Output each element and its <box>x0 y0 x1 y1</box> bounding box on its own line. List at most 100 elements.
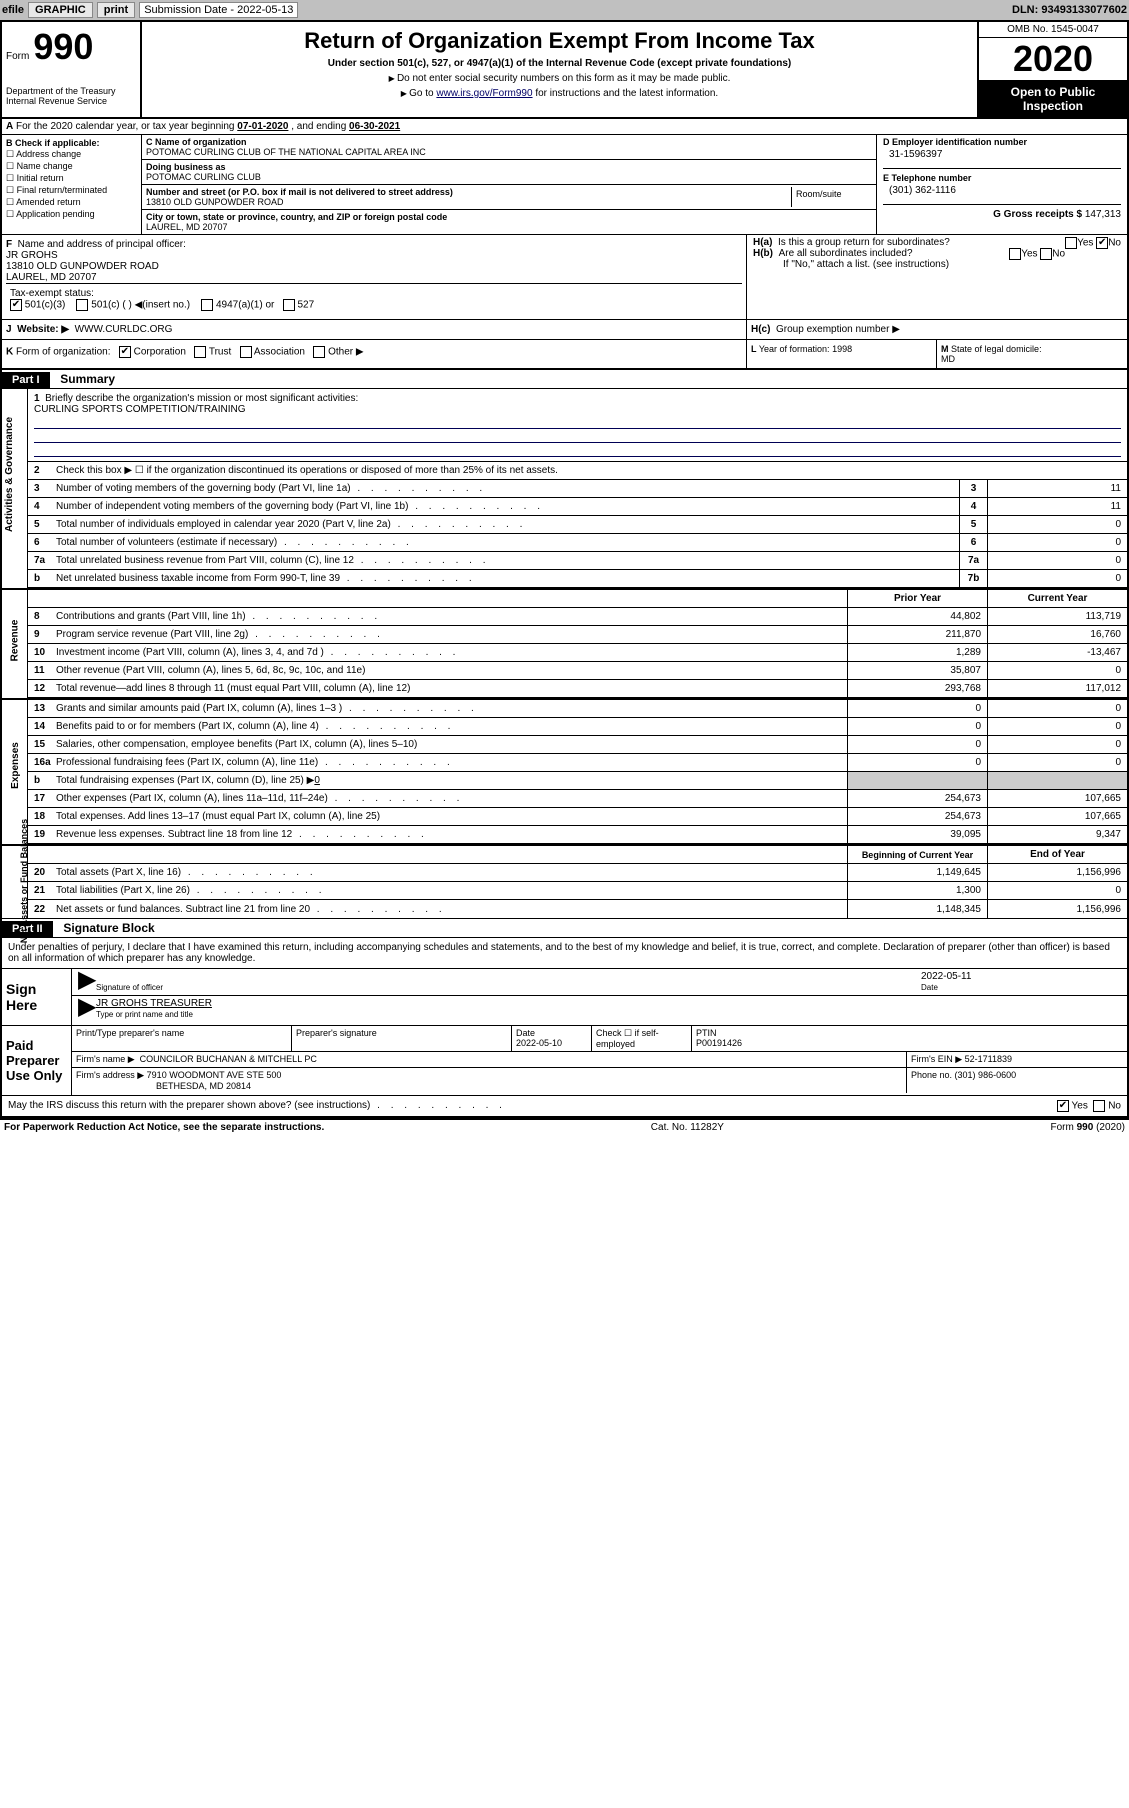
sig-arrow-icon: ▶ <box>78 971 96 993</box>
line18: 18Total expenses. Add lines 13–17 (must … <box>28 808 1127 826</box>
print-button[interactable]: print <box>97 2 135 18</box>
city-cell: City or town, state or province, country… <box>142 210 876 234</box>
tax-year-row: A For the 2020 calendar year, or tax yea… <box>2 119 1127 135</box>
trust-check[interactable] <box>194 346 206 358</box>
line9: 9Program service revenue (Part VIII, lin… <box>28 626 1127 644</box>
501c-check[interactable] <box>76 299 88 311</box>
prior-current-header: Prior YearCurrent Year <box>28 590 1127 608</box>
form-of-org-row: K Form of organization: Corporation Trus… <box>2 340 1127 370</box>
part2-header-row: Part II Signature Block <box>2 919 1127 938</box>
address-change-check[interactable]: Address change <box>6 149 137 160</box>
omb-number: OMB No. 1545-0047 <box>979 22 1127 38</box>
expenses-body: Expenses 13Grants and similar amounts pa… <box>2 700 1127 846</box>
ssn-note: ▶ Do not enter social security numbers o… <box>150 73 969 84</box>
phone-value: (301) 362-1116 <box>883 183 1121 204</box>
sign-here-row: Sign Here ▶ Signature of officer 2022-05… <box>2 968 1127 1025</box>
net-assets-label: Net Assets or Fund Balances <box>2 846 28 918</box>
line7a: 7aTotal unrelated business revenue from … <box>28 552 1127 570</box>
form-990-body: Form 990 Department of the Treasury Inte… <box>0 20 1129 1120</box>
summary-body: Activities & Governance 1 Briefly descri… <box>2 389 1127 590</box>
tax-exempt-status: I Tax-exempt status: 501(c)(3) 501(c) ( … <box>6 283 742 315</box>
line8: 8Contributions and grants (Part VIII, li… <box>28 608 1127 626</box>
initial-return-check[interactable]: Initial return <box>6 173 137 184</box>
governance-label: Activities & Governance <box>2 389 28 588</box>
amended-return-check[interactable]: Amended return <box>6 197 137 208</box>
line13: 13Grants and similar amounts paid (Part … <box>28 700 1127 718</box>
line21: 21Total liabilities (Part X, line 26)1,3… <box>28 882 1127 900</box>
graphic-button[interactable]: GRAPHIC <box>28 2 93 18</box>
line4: 4Number of independent voting members of… <box>28 498 1127 516</box>
signature-block: Under penalties of perjury, I declare th… <box>2 938 1127 1095</box>
part1-header-row: Part I Summary <box>2 370 1127 389</box>
line22: 22Net assets or fund balances. Subtract … <box>28 900 1127 918</box>
begin-end-header: Beginning of Current YearEnd of Year <box>28 846 1127 864</box>
line15: 15Salaries, other compensation, employee… <box>28 736 1127 754</box>
top-toolbar: efile GRAPHIC print Submission Date - 20… <box>0 0 1129 20</box>
501c3-check[interactable] <box>10 299 22 311</box>
revenue-body: Revenue Prior YearCurrent Year 8Contribu… <box>2 590 1127 700</box>
line19: 19Revenue less expenses. Subtract line 1… <box>28 826 1127 844</box>
line14: 14Benefits paid to or for members (Part … <box>28 718 1127 736</box>
check-applicable-col: B Check if applicable: Address change Na… <box>2 135 142 234</box>
form-subtitle: Under section 501(c), 527, or 4947(a)(1)… <box>150 58 969 69</box>
irs-link[interactable]: www.irs.gov/Form990 <box>436 88 532 99</box>
line6: 6Total number of volunteers (estimate if… <box>28 534 1127 552</box>
dba-cell: Doing business as POTOMAC CURLING CLUB <box>142 160 876 185</box>
corporation-check[interactable] <box>119 346 131 358</box>
website-value: WWW.CURLDC.ORG <box>75 324 173 335</box>
discuss-yes-check[interactable] <box>1057 1100 1069 1112</box>
mission-block: 1 Briefly describe the organization's mi… <box>28 389 1127 462</box>
line2: 2Check this box ▶ ☐ if the organization … <box>28 462 1127 480</box>
gross-receipts: 147,313 <box>1085 209 1121 220</box>
revenue-label: Revenue <box>2 590 28 698</box>
mission-text: CURLING SPORTS COMPETITION/TRAINING <box>34 404 246 415</box>
form-title: Return of Organization Exempt From Incom… <box>150 28 969 54</box>
net-assets-body: Net Assets or Fund Balances Beginning of… <box>2 846 1127 919</box>
ein-col: D Employer identification number 31-1596… <box>877 135 1127 234</box>
line16b: bTotal fundraising expenses (Part IX, co… <box>28 772 1127 790</box>
public-inspection: Open to Public Inspection <box>979 81 1127 117</box>
tax-year: 2020 <box>979 38 1127 81</box>
line5: 5Total number of individuals employed in… <box>28 516 1127 534</box>
perjury-text: Under penalties of perjury, I declare th… <box>2 938 1127 968</box>
submission-date-field: Submission Date - 2022-05-13 <box>139 2 298 18</box>
entity-block: B Check if applicable: Address change Na… <box>2 135 1127 235</box>
form-label: Form <box>6 51 29 62</box>
association-check[interactable] <box>240 346 252 358</box>
ein-value: 31-1596397 <box>883 147 1121 168</box>
page-footer: For Paperwork Reduction Act Notice, see … <box>0 1120 1129 1135</box>
part1-badge: Part I <box>2 372 50 388</box>
header-middle: Return of Organization Exempt From Incom… <box>142 22 977 117</box>
street-row: Number and street (or P.O. box if mail i… <box>142 185 876 210</box>
room-suite: Room/suite <box>792 187 872 207</box>
discuss-row: May the IRS discuss this return with the… <box>2 1095 1127 1118</box>
application-pending-check[interactable]: Application pending <box>6 209 137 220</box>
name-change-check[interactable]: Name change <box>6 161 137 172</box>
final-return-check[interactable]: Final return/terminated <box>6 185 137 196</box>
discuss-no-check[interactable] <box>1093 1100 1105 1112</box>
line17: 17Other expenses (Part IX, column (A), l… <box>28 790 1127 808</box>
header-right: OMB No. 1545-0047 2020 Open to Public In… <box>977 22 1127 117</box>
527-check[interactable] <box>283 299 295 311</box>
treasury-dept: Department of the Treasury Internal Reve… <box>6 86 136 106</box>
officer-group-row: F Name and address of principal officer:… <box>2 235 1127 320</box>
4947-check[interactable] <box>201 299 213 311</box>
dln-label: DLN: 93493133077602 <box>1012 4 1127 16</box>
header-left: Form 990 Department of the Treasury Inte… <box>2 22 142 117</box>
instructions-note: ▶ Go to www.irs.gov/Form990 for instruct… <box>150 88 969 99</box>
website-row: J Website: ▶ WWW.CURLDC.ORG H(c) Group e… <box>2 320 1127 340</box>
group-return-col: H(a) Is this a group return for subordin… <box>747 235 1127 319</box>
line20: 20Total assets (Part X, line 16)1,149,64… <box>28 864 1127 882</box>
efile-label: efile <box>2 4 24 16</box>
org-name-cell: C Name of organization POTOMAC CURLING C… <box>142 135 876 160</box>
sig-arrow-icon: ▶ <box>78 998 96 1020</box>
principal-officer: F Name and address of principal officer:… <box>2 235 747 319</box>
other-check[interactable] <box>313 346 325 358</box>
form-number: 990 <box>33 26 93 68</box>
line3: 3Number of voting members of the governi… <box>28 480 1127 498</box>
line11: 11Other revenue (Part VIII, column (A), … <box>28 662 1127 680</box>
line10: 10Investment income (Part VIII, column (… <box>28 644 1127 662</box>
line12: 12Total revenue—add lines 8 through 11 (… <box>28 680 1127 698</box>
line16a: 16aProfessional fundraising fees (Part I… <box>28 754 1127 772</box>
paid-preparer-row: Paid Preparer Use Only Print/Type prepar… <box>2 1025 1127 1095</box>
